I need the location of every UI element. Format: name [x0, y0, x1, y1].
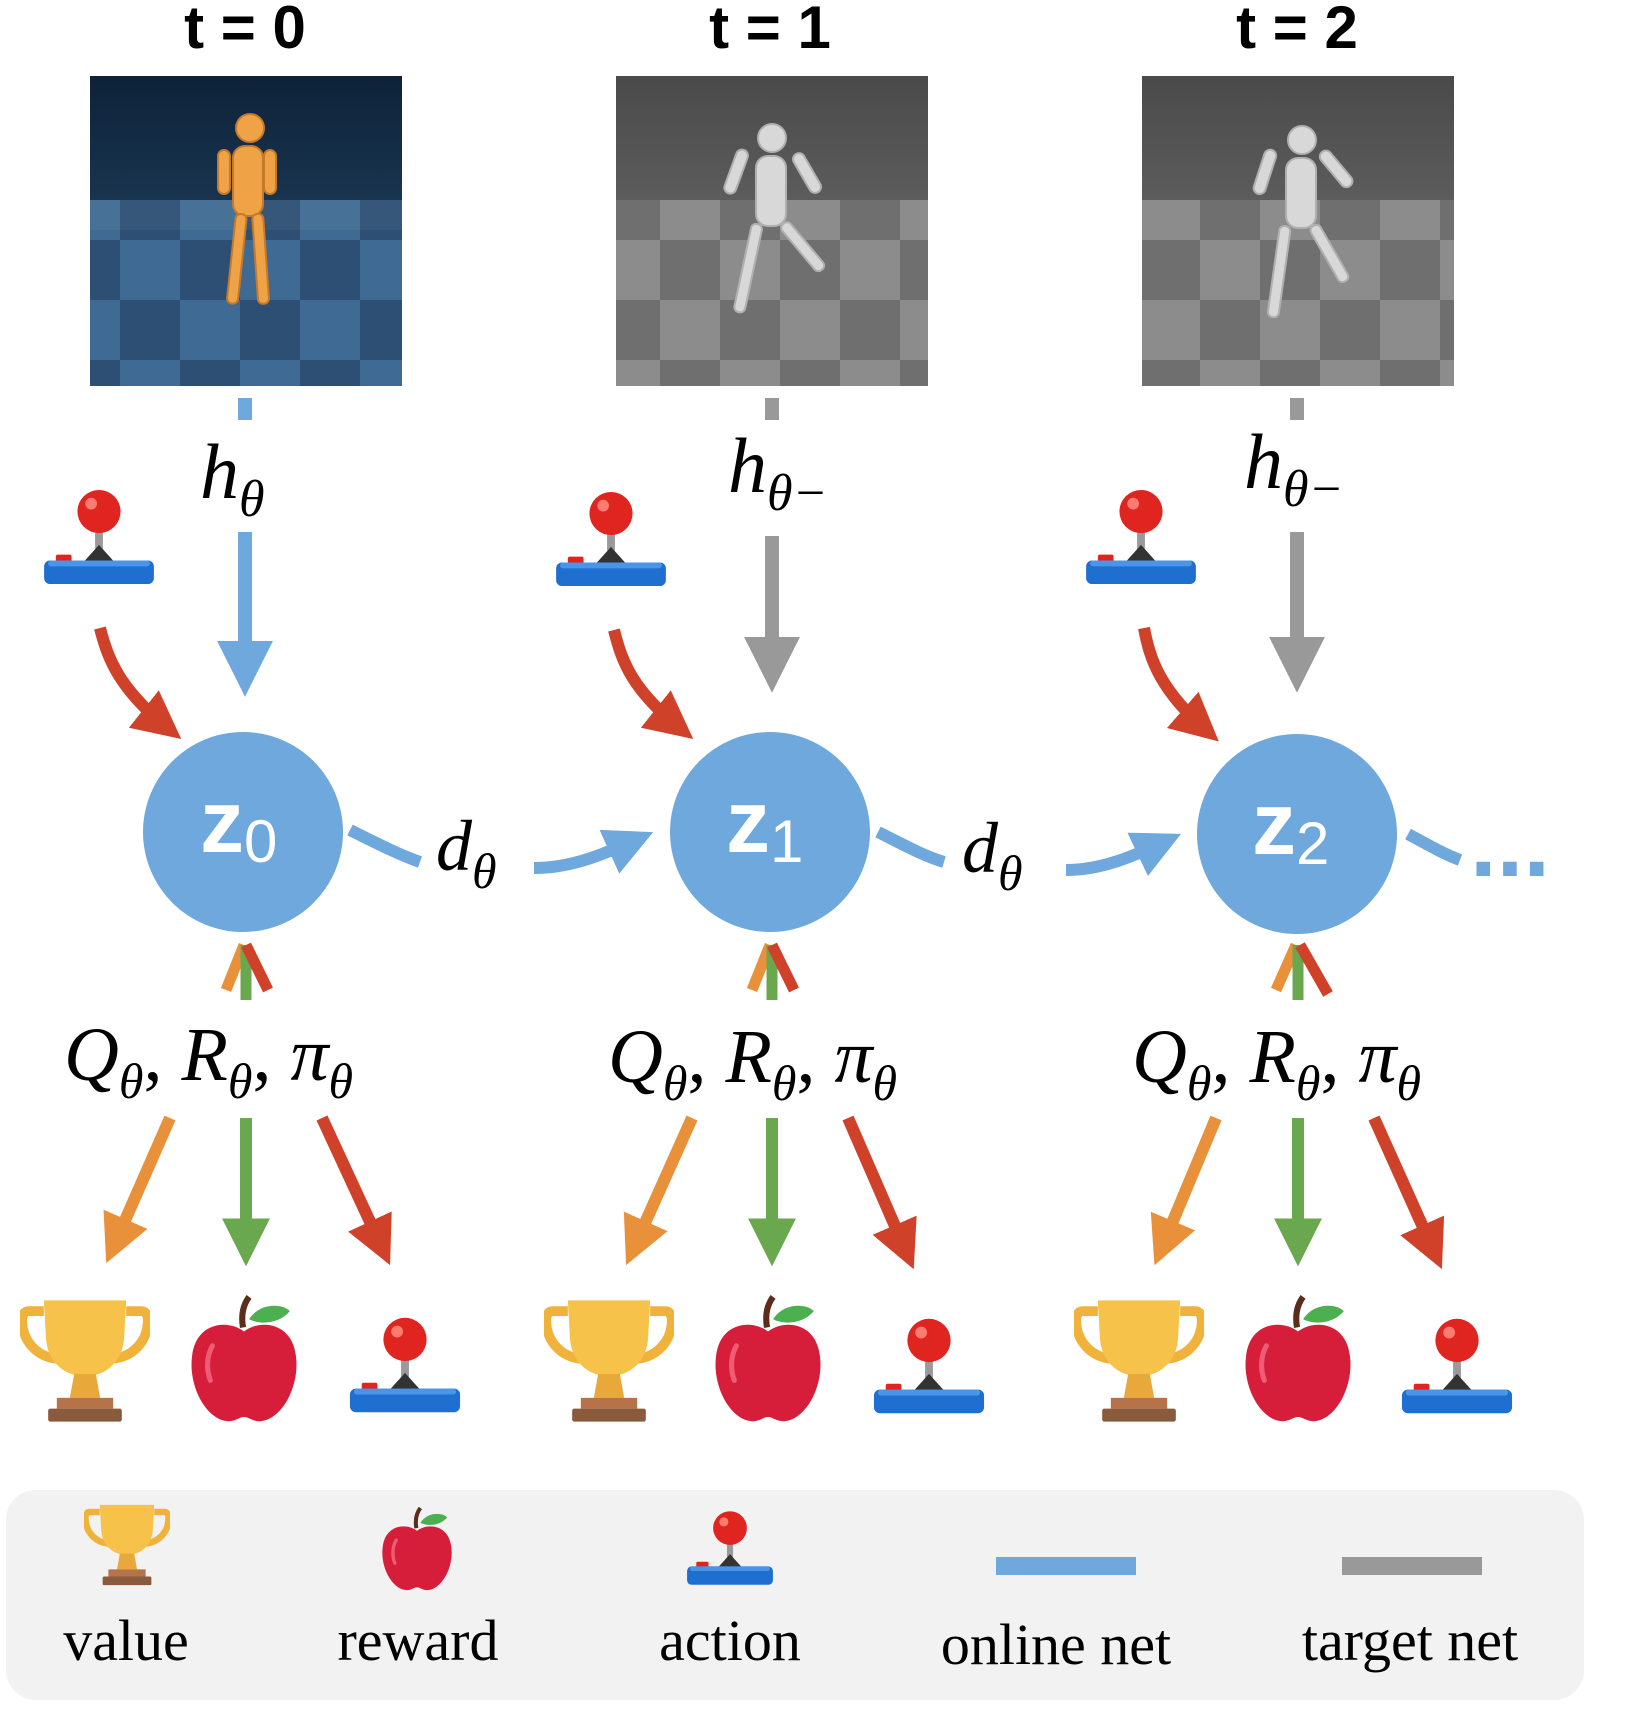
state-label: z0: [200, 772, 277, 875]
joystick-icon: [556, 492, 666, 586]
observation-frame-color: [90, 76, 402, 386]
action-input-arrow: [608, 628, 694, 739]
head-input-arrows: [1270, 942, 1333, 1000]
joystick-icon: [874, 1319, 984, 1413]
heads-label: Qθ, Rθ, πθ: [608, 1015, 897, 1111]
state-label: z1: [726, 772, 803, 875]
dynamics-0-1: dθ: [347, 806, 654, 899]
trophy-icon: [1076, 1300, 1202, 1421]
apple-icon: [192, 1297, 297, 1421]
continuation-dots: ...: [1470, 790, 1550, 897]
head-input-arrows: [746, 942, 799, 1000]
dynamics-continuation: ...: [1405, 790, 1550, 897]
value-output-arrow: [623, 1115, 698, 1266]
encoder-label: hθ: [200, 428, 265, 528]
value-output-arrow: [1150, 1115, 1222, 1266]
state-node: [1197, 734, 1397, 934]
legend: value reward action online net target ne…: [6, 1490, 1584, 1700]
timestep-label: t = 1: [709, 0, 831, 61]
encoder-label: hθ−: [1244, 418, 1344, 518]
timestep-label: t = 0: [184, 0, 306, 61]
joystick-icon: [1086, 490, 1196, 584]
legend-reward-label: reward: [337, 1608, 498, 1673]
dynamics-label: dθ: [962, 808, 1023, 901]
apple-icon: [716, 1297, 821, 1421]
legend-online-label: online net: [941, 1612, 1171, 1677]
timestep-label: t = 2: [1236, 0, 1358, 61]
heads-label: Qθ, Rθ, πθ: [64, 1013, 353, 1109]
timestep-1: t = 1 hθ− z1: [546, 0, 984, 1422]
head-input-arrows: [220, 942, 273, 1000]
encoder-label: hθ−: [728, 422, 828, 522]
value-output-arrow: [103, 1115, 176, 1264]
joystick-icon: [1402, 1319, 1512, 1413]
state-label: z2: [1252, 774, 1329, 877]
heads-label: Qθ, Rθ, πθ: [1132, 1015, 1421, 1111]
action-output-arrow: [1368, 1115, 1445, 1270]
action-output-arrow: [842, 1115, 917, 1270]
trophy-icon: [546, 1300, 672, 1421]
joystick-icon: [350, 1318, 460, 1412]
timestep-0: t = 0 hθ z0: [22, 0, 460, 1422]
action-input-arrow: [1138, 626, 1219, 742]
legend-action-label: action: [659, 1608, 801, 1673]
action-output-arrow: [316, 1115, 392, 1266]
apple-icon: [1246, 1297, 1351, 1421]
trophy-icon: [22, 1300, 148, 1421]
legend-value-label: value: [63, 1608, 189, 1673]
state-node: [670, 732, 870, 932]
state-node: [143, 732, 343, 932]
dynamics-label: dθ: [436, 806, 497, 899]
observation-frame-gray: [1142, 76, 1454, 386]
joystick-icon: [44, 490, 154, 584]
legend-target-label: target net: [1302, 1608, 1518, 1673]
action-input-arrow: [94, 626, 182, 739]
dynamics-1-2: dθ: [875, 808, 1182, 901]
observation-frame-gray: [616, 76, 928, 386]
timestep-2: t = 2 hθ− z2: [1076, 0, 1512, 1422]
